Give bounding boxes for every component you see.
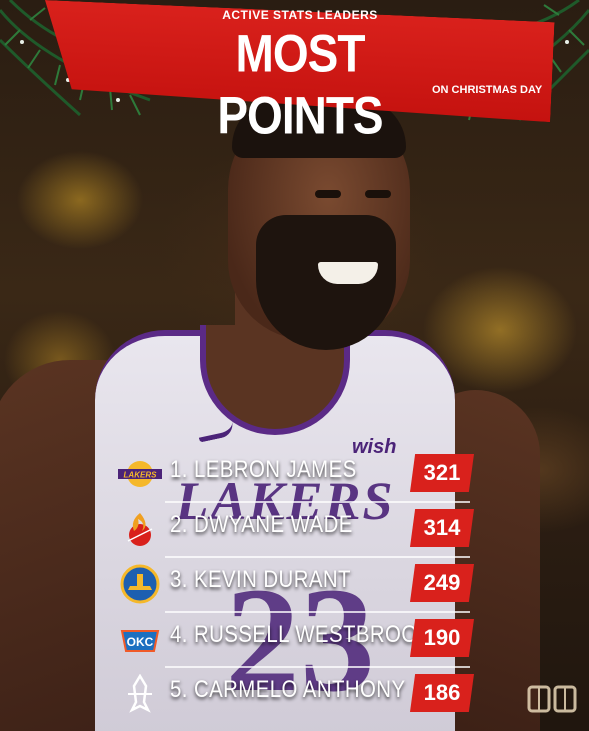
header-subtitle: ACTIVE STATS LEADERS <box>222 8 378 22</box>
leader-points: 314 <box>410 509 474 547</box>
svg-text:LAKERS: LAKERS <box>124 471 158 480</box>
leader-name: 5. CARMELO ANTHONY <box>170 676 406 703</box>
player-beard <box>256 215 396 350</box>
leader-name: 1. LEBRON JAMES <box>170 456 357 483</box>
lakers-logo-icon: LAKERS <box>116 454 164 494</box>
player-smile <box>318 262 378 284</box>
site-watermark-icon <box>527 683 579 715</box>
leader-row: 2. DWYANE WADE 314 <box>110 503 480 558</box>
row-divider <box>165 666 470 668</box>
row-divider <box>165 556 470 558</box>
leader-points: 190 <box>410 619 474 657</box>
leader-row: OKC 4. RUSSELL WESTBROOK 190 <box>110 613 480 668</box>
svg-text:OKC: OKC <box>127 635 154 649</box>
rockets-logo-icon <box>116 674 164 714</box>
leaderboard: LAKERS 1. LEBRON JAMES 321 2. DWYANE WAD… <box>110 448 480 723</box>
row-divider <box>165 611 470 613</box>
leader-points: 186 <box>410 674 474 712</box>
header-tag: ON CHRISTMAS DAY <box>432 84 543 96</box>
leader-name: 3. KEVIN DURANT <box>170 566 351 593</box>
thunder-logo-icon: OKC <box>116 619 164 659</box>
leader-row: LAKERS 1. LEBRON JAMES 321 <box>110 448 480 503</box>
heat-logo-icon <box>116 509 164 549</box>
player-right-eye <box>365 190 391 198</box>
player-left-eye <box>315 190 341 198</box>
leader-row: 5. CARMELO ANTHONY 186 <box>110 668 480 723</box>
row-divider <box>165 501 470 503</box>
warriors-logo-icon <box>116 564 164 604</box>
leader-points: 321 <box>410 454 474 492</box>
header-title: MOST POINTS <box>217 23 383 146</box>
leader-row: 3. KEVIN DURANT 249 <box>110 558 480 613</box>
leader-points: 249 <box>410 564 474 602</box>
jersey-sponsor: wish <box>352 436 397 458</box>
jersey-number: 23 <box>225 557 375 723</box>
leader-name: 4. RUSSELL WESTBROOK <box>170 621 432 648</box>
leader-name: 2. DWYANE WADE <box>170 511 353 538</box>
